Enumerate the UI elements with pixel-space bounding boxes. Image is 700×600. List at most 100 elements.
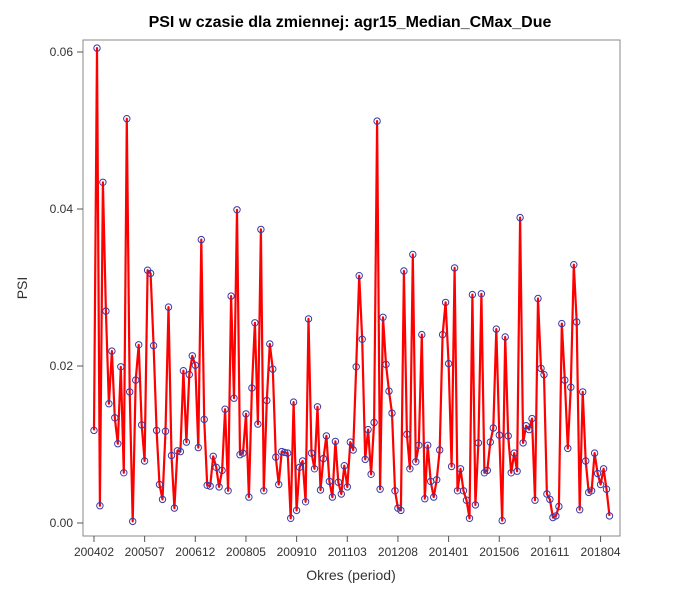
x-tick-label: 201208 [378,545,418,559]
data-point [436,446,444,454]
data-point [224,487,232,495]
data-point [349,446,357,454]
data-point [415,441,423,449]
data-point [450,264,459,272]
data-point [465,514,474,522]
x-tick-label: 200910 [277,545,317,559]
data-point [152,426,161,435]
data-point [301,498,310,506]
data-point [212,463,220,471]
data-point [537,364,545,373]
data-point [275,480,283,489]
data-point [298,457,307,465]
data-point [519,439,527,447]
x-axis-label: Okres (period) [306,567,395,583]
data-point [176,447,185,456]
data-point [194,443,203,452]
data-point [388,409,396,417]
data-point [120,469,128,477]
data-point [540,370,548,379]
y-axis-label: PSI [14,277,30,300]
x-tick-label: 200805 [226,545,266,559]
data-point [593,469,602,478]
data-point [96,502,104,510]
data-point [188,352,197,360]
data-point [504,432,512,440]
data-point [102,307,110,315]
data-point [182,438,191,446]
data-point [587,487,596,495]
data-point [233,206,241,214]
series-markers-group [90,44,614,526]
data-point [93,44,101,52]
y-tick-label: 0.02 [50,359,74,373]
data-point [385,387,393,395]
data-point [108,347,116,355]
data-point [263,396,271,405]
data-point [215,483,223,491]
data-point [161,427,170,435]
data-point [269,365,277,373]
data-point [391,487,399,495]
data-point [590,449,599,457]
data-point [576,506,584,514]
data-point [287,514,295,522]
data-point [364,425,372,434]
data-point [459,487,468,495]
data-point [483,466,491,475]
data-point [462,496,471,504]
data-point [337,490,345,498]
data-point [251,319,259,327]
data-point [558,319,566,328]
data-point [155,480,164,489]
data-point [135,341,143,349]
data-point [257,225,265,234]
data-point [513,467,521,475]
data-point [438,330,447,339]
x-tick-label: 201506 [479,545,519,559]
data-point [242,410,250,418]
data-point [498,516,506,525]
data-point [355,272,363,280]
data-point [289,398,298,406]
x-tick-label: 201401 [429,545,469,559]
data-point [284,449,292,457]
data-point [421,495,429,503]
data-point [444,359,453,368]
data-point [319,454,328,463]
data-point [528,414,536,423]
data-point [367,470,375,478]
data-point [525,425,533,434]
data-point [179,367,188,375]
data-point [605,512,614,520]
data-point [599,465,608,473]
data-point [239,449,247,457]
data-point [534,294,542,303]
y-tick-label: 0.04 [50,202,74,216]
data-point [546,495,554,504]
data-point [489,424,497,432]
data-point [468,290,477,299]
data-point [99,178,107,187]
data-point [447,462,456,471]
data-point [573,318,581,326]
data-point [501,333,509,341]
data-point [412,458,420,466]
data-point [397,506,405,515]
data-point [260,487,268,495]
data-point [292,506,301,515]
data-point [126,388,134,396]
data-point [203,481,211,489]
data-point [304,315,313,323]
data-point [281,448,289,457]
data-point [510,449,518,457]
x-tick-label: 200612 [175,545,215,559]
data-point [334,478,342,486]
data-point [132,376,140,384]
data-point [129,517,137,526]
data-point [596,480,605,489]
data-point [158,495,167,504]
data-point [138,421,146,429]
data-point [114,440,122,448]
data-point [352,363,360,371]
